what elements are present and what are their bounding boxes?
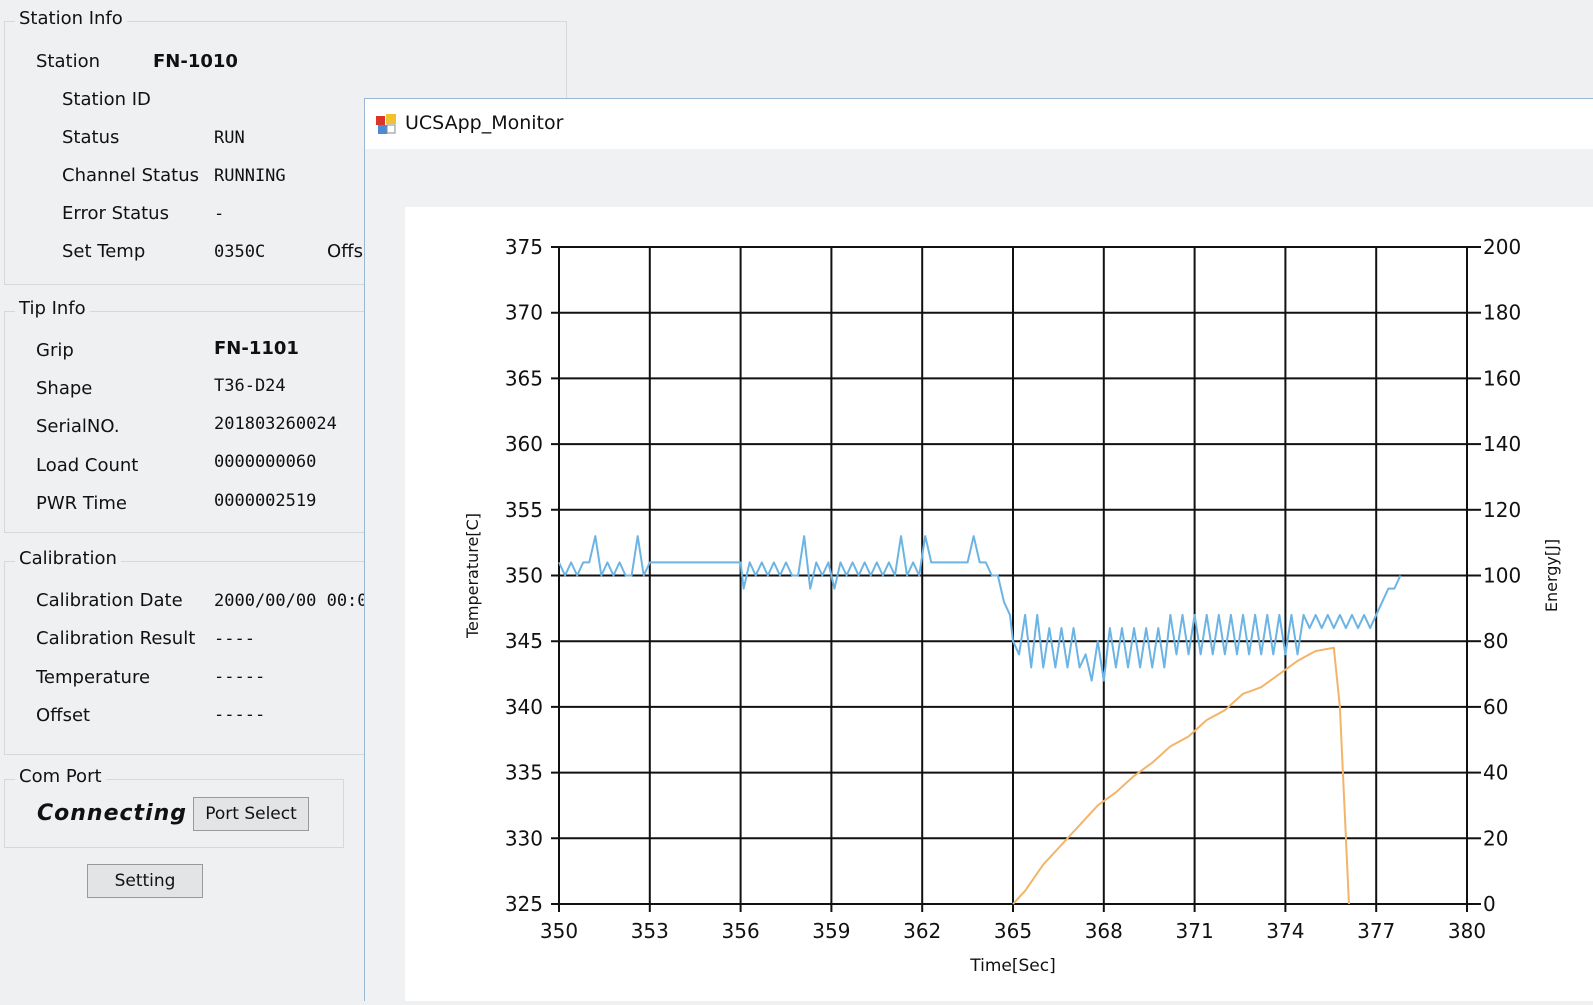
y-tick-label: 360	[505, 432, 543, 456]
x-tick-label: 368	[1085, 919, 1123, 943]
y-tick-label: 340	[505, 695, 543, 719]
x-tick-label: 359	[812, 919, 850, 943]
monitor-title: UCSApp_Monitor	[405, 112, 564, 134]
calibration-title: Calibration	[15, 548, 121, 569]
x-tick-label: 374	[1266, 919, 1304, 943]
calibration-result-label: Calibration Result	[36, 628, 196, 649]
calibration-date-label: Calibration Date	[36, 590, 183, 611]
temperature-energy-chart: 350 353 356 359 362 365 368 371 374 377 380 325 330 3…	[463, 235, 1561, 976]
pwr-time-value: 0000002519	[214, 491, 317, 511]
y2-tick-label: 20	[1483, 826, 1508, 850]
calibration-offset-value: -----	[214, 705, 266, 725]
channel-status-value: RUNNING	[214, 166, 286, 186]
pwr-time-label: PWR Time	[36, 493, 127, 514]
y-tick-label: 330	[505, 826, 543, 850]
status-value: RUN	[214, 128, 245, 148]
calibration-offset-label: Offset	[36, 705, 91, 726]
app-window-icon	[376, 114, 396, 134]
port-select-button[interactable]: Port Select	[193, 797, 309, 831]
set-temp-value: 0350C	[214, 242, 266, 262]
y-tick-label: 370	[505, 301, 543, 325]
x-axis-title: Time[Sec]	[969, 956, 1055, 976]
y2-tick-label: 40	[1483, 761, 1508, 785]
load-count-value: 0000000060	[214, 452, 317, 472]
y2-tick-label: 120	[1483, 498, 1521, 522]
y-axis-title: Temperature[C]	[463, 513, 482, 639]
y2-tick-label: 140	[1483, 432, 1521, 456]
station-id-label: Station ID	[62, 89, 151, 110]
x-tick-label: 380	[1448, 919, 1486, 943]
y2-tick-label: 180	[1483, 301, 1521, 325]
error-status-label: Error Status	[62, 203, 169, 224]
calibration-result-value: ----	[214, 629, 255, 649]
station-info-group: Station Info	[4, 8, 567, 285]
shape-value: T36-D24	[214, 376, 286, 396]
y2-tick-label: 80	[1483, 629, 1508, 653]
y-tick-label: 345	[505, 629, 543, 653]
com-port-title: Com Port	[15, 766, 106, 787]
serial-label: SerialNO.	[36, 416, 120, 437]
offset-label: Offs	[327, 241, 363, 262]
x-tick-label: 356	[722, 919, 760, 943]
station-info-title: Station Info	[15, 8, 127, 29]
energy-series-line	[1012, 646, 1350, 905]
y2-tick-label: 100	[1483, 564, 1521, 588]
tip-info-title: Tip Info	[15, 298, 90, 319]
temperature-series-line	[558, 535, 1402, 682]
y2-tick-label: 200	[1483, 235, 1521, 259]
y-tick-label: 375	[505, 235, 543, 259]
monitor-window[interactable]: UCSApp_Monitor 350 353 356 359 362 365 368 371 3…	[364, 98, 1593, 1001]
y-tick-label: 350	[505, 564, 543, 588]
calibration-temperature-label: Temperature	[36, 667, 151, 688]
y2-tick-label: 60	[1483, 695, 1508, 719]
station-value: FN-1010	[153, 51, 238, 72]
y-tick-label: 355	[505, 498, 543, 522]
serial-value: 201803260024	[214, 414, 337, 434]
y2-axis-title: Energy[J]	[1542, 539, 1561, 612]
load-count-label: Load Count	[36, 455, 139, 476]
y2-tick-label: 160	[1483, 366, 1521, 390]
station-label: Station	[36, 51, 100, 72]
com-port-group: Com Port	[4, 766, 344, 848]
setting-button[interactable]: Setting	[87, 864, 203, 898]
calibration-temperature-value: -----	[214, 667, 266, 687]
connection-status: Connecting	[37, 801, 188, 826]
grip-value: FN-1101	[214, 338, 299, 359]
y2-tick-label: 0	[1483, 892, 1496, 916]
y-tick-label: 335	[505, 761, 543, 785]
set-temp-label: Set Temp	[62, 241, 146, 262]
x-tick-label: 371	[1176, 919, 1214, 943]
channel-status-label: Channel Status	[62, 165, 199, 186]
error-status-value: -	[214, 204, 225, 224]
x-tick-label: 362	[903, 919, 941, 943]
calibration-date-value: 2000/00/00 00:00	[214, 591, 378, 611]
shape-label: Shape	[36, 378, 93, 399]
x-tick-label: 353	[631, 919, 669, 943]
y-tick-label: 365	[505, 366, 543, 390]
x-tick-label: 377	[1357, 919, 1395, 943]
status-label: Status	[62, 127, 120, 148]
y-tick-label: 325	[505, 892, 543, 916]
monitor-title-bar[interactable]: UCSApp_Monitor	[365, 99, 1593, 149]
x-tick-label: 365	[994, 919, 1032, 943]
chart-panel: 350 353 356 359 362 365 368 371 374 377 380 325 330 3…	[405, 207, 1593, 1001]
x-tick-label: 350	[540, 919, 578, 943]
grip-label: Grip	[36, 340, 74, 361]
